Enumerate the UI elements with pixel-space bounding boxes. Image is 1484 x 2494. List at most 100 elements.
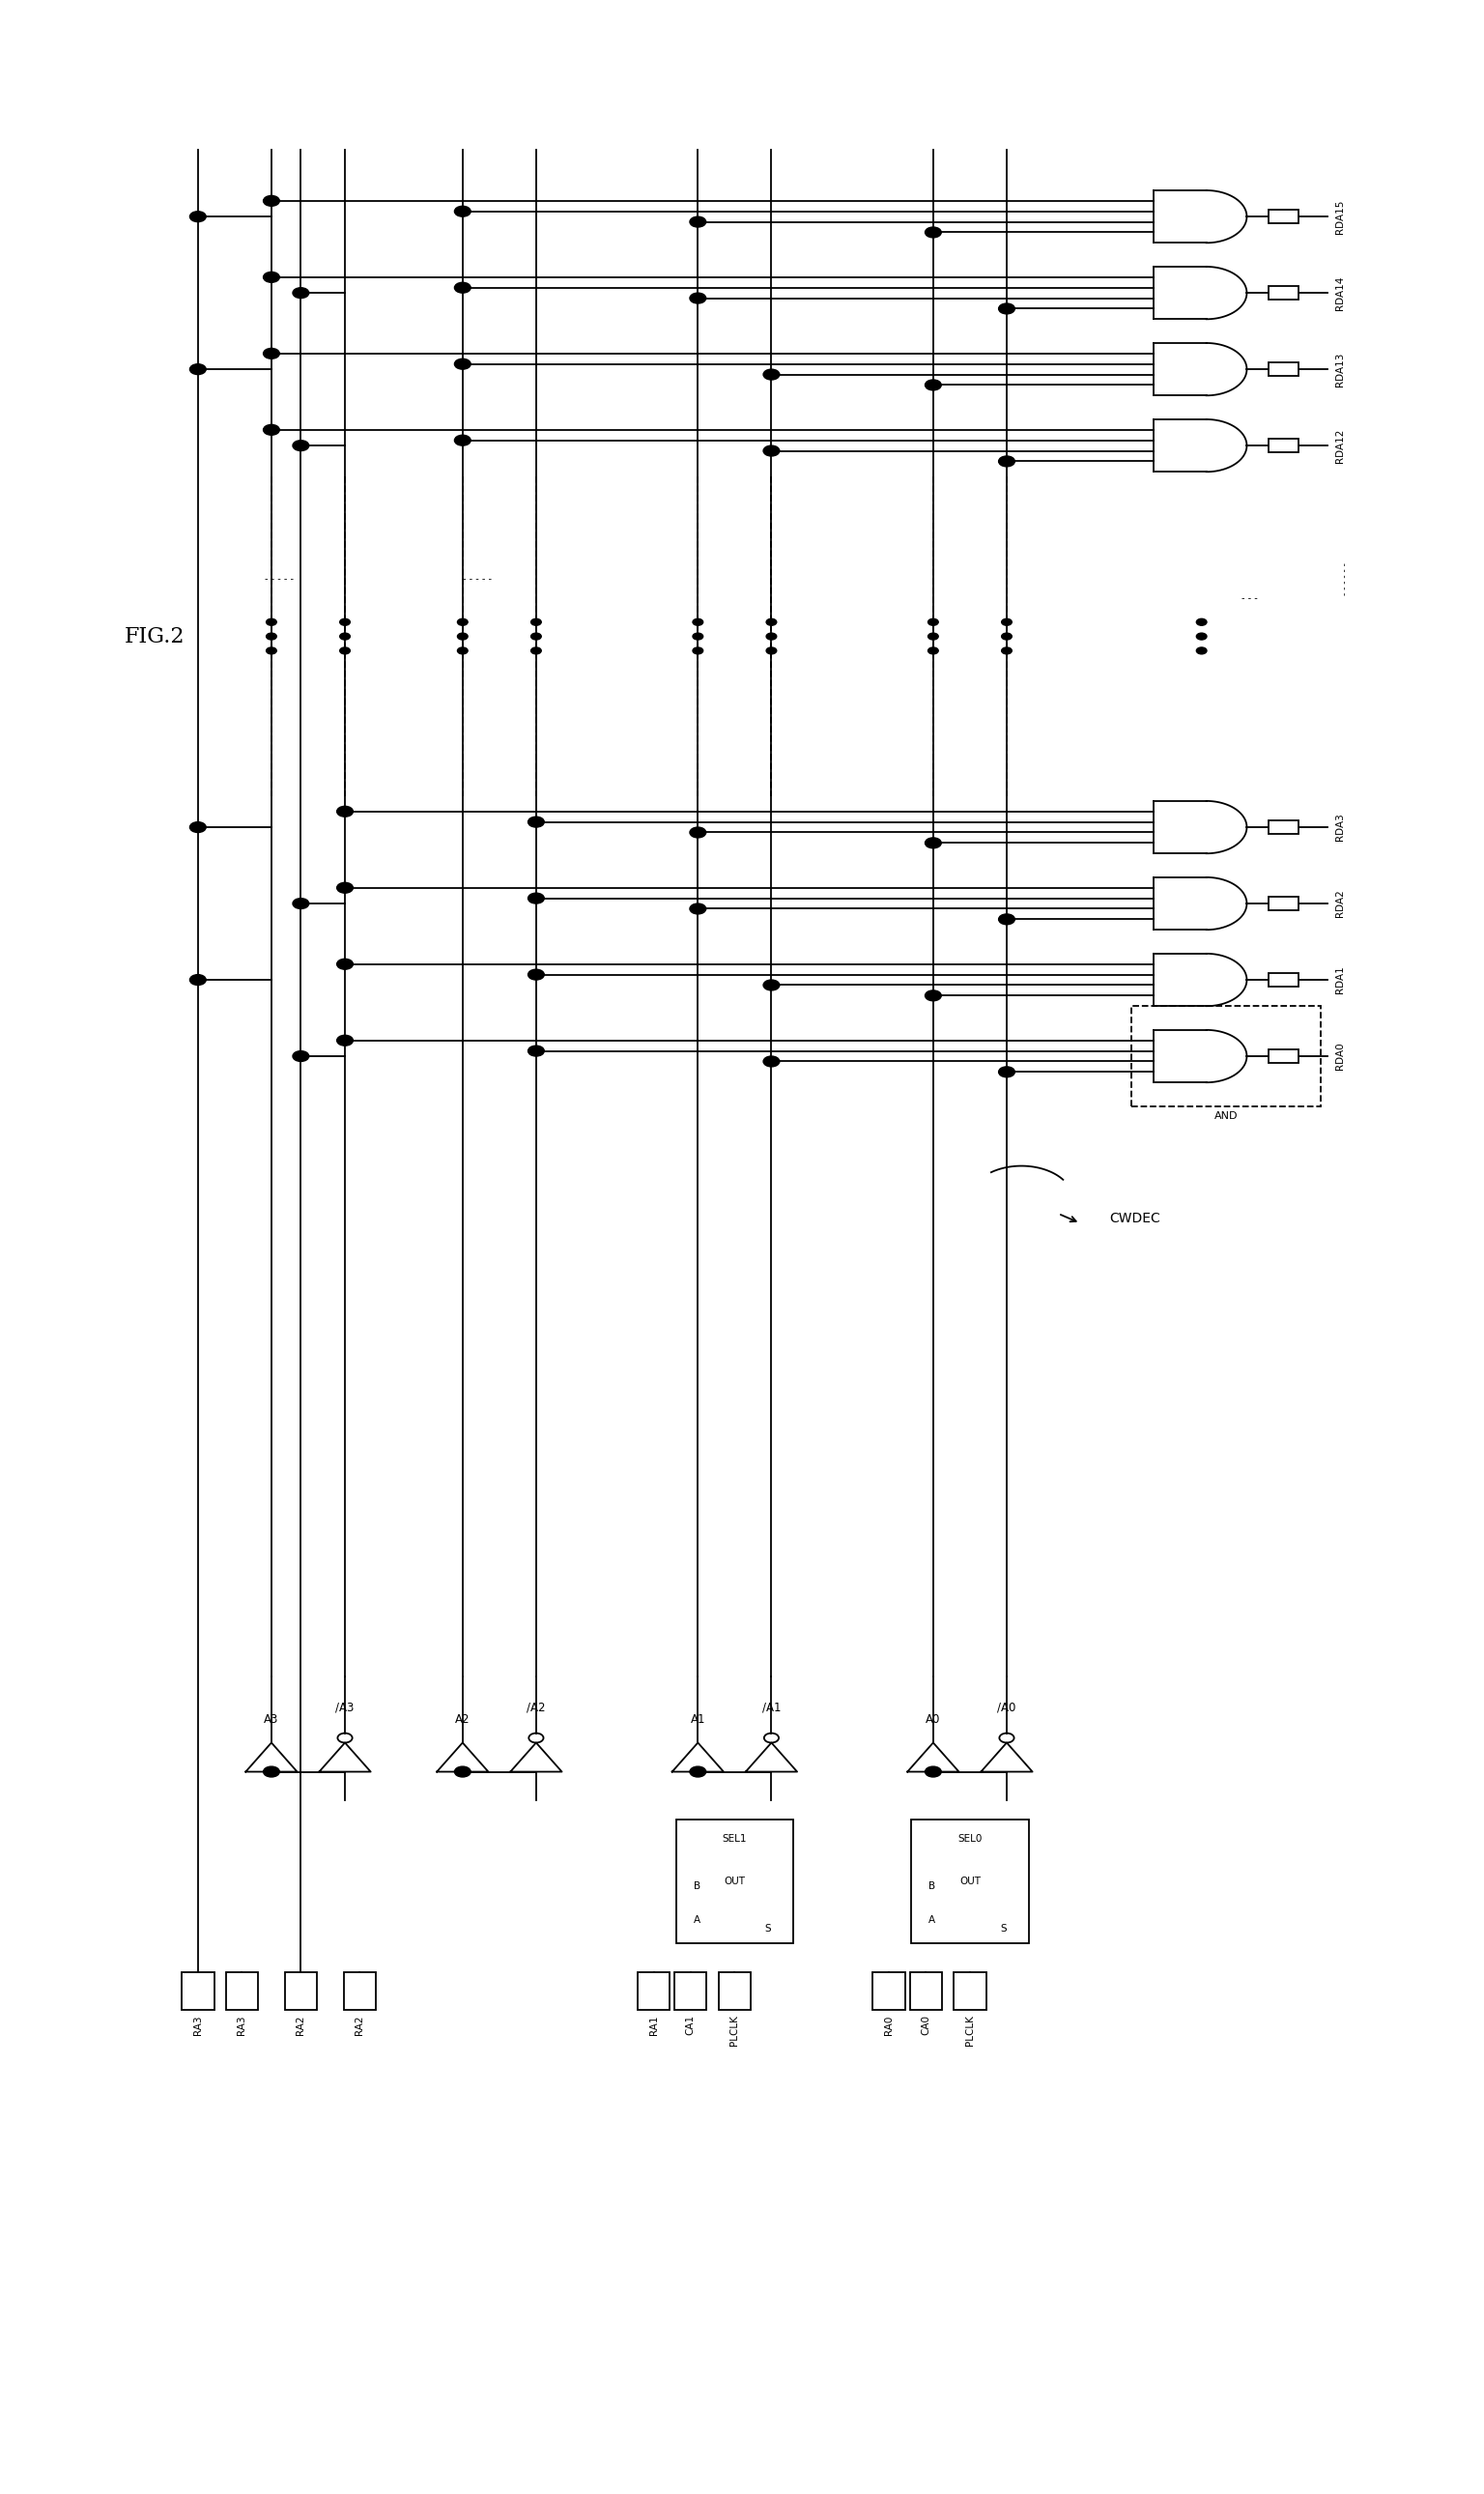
Bar: [718, 1973, 751, 2010]
Text: S: S: [766, 1925, 772, 1933]
Circle shape: [457, 619, 467, 626]
Bar: [226, 1973, 258, 2010]
Circle shape: [528, 970, 545, 980]
Circle shape: [1196, 648, 1206, 653]
Bar: [911, 1821, 1028, 1943]
Text: AND: AND: [1214, 1110, 1238, 1120]
Text: RDA0: RDA0: [1336, 1042, 1345, 1070]
Circle shape: [340, 619, 350, 626]
Text: CA1: CA1: [686, 2015, 696, 2035]
Circle shape: [263, 424, 279, 434]
Text: A: A: [929, 1915, 935, 1925]
Circle shape: [766, 619, 776, 626]
Text: RDA15: RDA15: [1336, 200, 1345, 234]
Text: SEL0: SEL0: [957, 1833, 982, 1843]
Text: /A0: /A0: [997, 1701, 1017, 1713]
Bar: [181, 1973, 214, 2010]
Circle shape: [190, 364, 206, 374]
Bar: [873, 1973, 905, 2010]
Bar: [285, 1973, 318, 2010]
Circle shape: [292, 441, 309, 451]
Text: OUT: OUT: [724, 1875, 745, 1885]
Bar: [1269, 439, 1298, 451]
Circle shape: [292, 287, 309, 299]
Bar: [1269, 209, 1298, 224]
Circle shape: [292, 898, 309, 908]
Circle shape: [690, 1766, 706, 1778]
Circle shape: [454, 1766, 470, 1778]
Bar: [1269, 898, 1298, 910]
Circle shape: [928, 633, 938, 641]
Circle shape: [999, 304, 1015, 314]
Bar: [1269, 287, 1298, 299]
Text: FIG.2: FIG.2: [125, 626, 184, 646]
Text: CWDEC: CWDEC: [1110, 1212, 1160, 1225]
Text: RA3: RA3: [237, 2015, 246, 2035]
Circle shape: [340, 648, 350, 653]
Text: RA2: RA2: [295, 2015, 306, 2035]
Circle shape: [766, 633, 776, 641]
Circle shape: [454, 434, 470, 446]
Text: PLCLK: PLCLK: [730, 2015, 739, 2045]
Circle shape: [928, 648, 938, 653]
Circle shape: [337, 958, 353, 970]
Circle shape: [925, 1766, 941, 1778]
Circle shape: [531, 633, 542, 641]
Circle shape: [1196, 619, 1206, 626]
Text: /A2: /A2: [527, 1701, 546, 1713]
Circle shape: [766, 648, 776, 653]
Circle shape: [693, 619, 703, 626]
Circle shape: [263, 195, 279, 207]
Circle shape: [266, 619, 276, 626]
Text: S: S: [1000, 1925, 1006, 1933]
Text: A2: A2: [456, 1713, 470, 1726]
Text: - - - - -: - - - - -: [463, 574, 491, 584]
Text: /A1: /A1: [761, 1701, 781, 1713]
Circle shape: [528, 816, 545, 828]
Text: RA3: RA3: [193, 2015, 203, 2035]
Circle shape: [263, 272, 279, 282]
Circle shape: [528, 1045, 545, 1055]
Bar: [675, 1821, 794, 1943]
Circle shape: [763, 1055, 779, 1067]
Circle shape: [999, 913, 1015, 925]
Circle shape: [693, 633, 703, 641]
Bar: [1269, 362, 1298, 377]
Circle shape: [999, 1067, 1015, 1077]
Circle shape: [928, 619, 938, 626]
Circle shape: [266, 648, 276, 653]
Circle shape: [690, 828, 706, 838]
Circle shape: [763, 446, 779, 456]
Circle shape: [763, 369, 779, 379]
Text: RDA13: RDA13: [1336, 352, 1345, 387]
Text: PLCLK: PLCLK: [965, 2015, 975, 2045]
Circle shape: [925, 227, 941, 237]
Circle shape: [925, 838, 941, 848]
Circle shape: [1196, 633, 1206, 641]
Circle shape: [528, 893, 545, 903]
Text: RDA3: RDA3: [1336, 813, 1345, 840]
Circle shape: [999, 456, 1015, 466]
Circle shape: [1002, 648, 1012, 653]
Text: RDA12: RDA12: [1336, 429, 1345, 464]
Circle shape: [690, 217, 706, 227]
Circle shape: [190, 823, 206, 833]
Circle shape: [190, 975, 206, 985]
Circle shape: [337, 883, 353, 893]
Circle shape: [263, 349, 279, 359]
Bar: [954, 1973, 985, 2010]
Text: RA0: RA0: [884, 2015, 893, 2035]
Text: B: B: [929, 1880, 935, 1890]
Text: B: B: [693, 1880, 700, 1890]
Text: A: A: [693, 1915, 700, 1925]
Bar: [674, 1973, 706, 2010]
Circle shape: [1002, 633, 1012, 641]
Text: CA0: CA0: [922, 2015, 930, 2035]
Circle shape: [693, 648, 703, 653]
Circle shape: [190, 212, 206, 222]
Bar: [1269, 821, 1298, 833]
Bar: [343, 1973, 375, 2010]
Text: A1: A1: [690, 1713, 705, 1726]
Circle shape: [763, 980, 779, 990]
Text: /A3: /A3: [335, 1701, 355, 1713]
